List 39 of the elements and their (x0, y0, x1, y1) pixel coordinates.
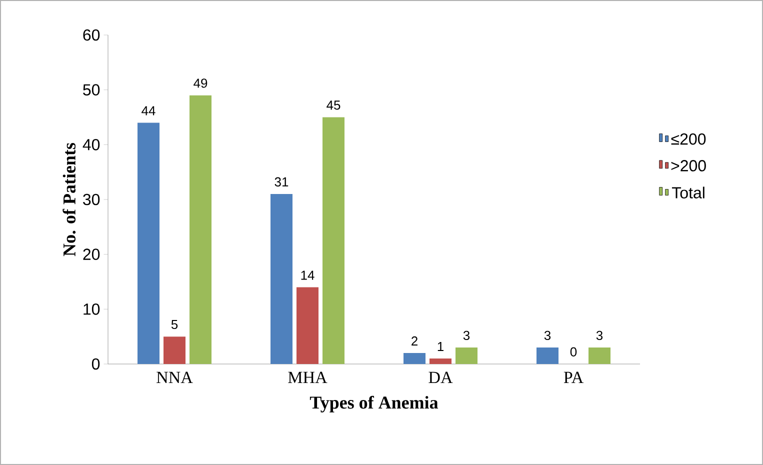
bar (430, 358, 452, 364)
y-tick-label: 0 (92, 358, 100, 370)
bar (588, 348, 611, 364)
x-tick-label: DA (428, 372, 453, 384)
y-axis-title: No. of Patients (62, 142, 76, 256)
data-label: 44 (142, 106, 156, 116)
y-tick-label: 40 (82, 139, 100, 150)
legend-label: ≤200 (671, 133, 706, 145)
data-label: 0 (570, 347, 577, 356)
bar (270, 194, 292, 364)
y-tick-label: 60 (83, 29, 100, 41)
data-label: 3 (596, 330, 603, 340)
bar (322, 117, 345, 364)
x-tick-label: MHA (288, 372, 328, 383)
y-tick-label: 30 (83, 194, 100, 206)
data-label: 3 (463, 330, 470, 340)
y-tick-label: 20 (83, 248, 100, 260)
legend-label: Total (672, 186, 704, 198)
data-label: 45 (326, 100, 340, 110)
legend-label: >200 (671, 160, 706, 172)
data-label: 2 (412, 336, 418, 346)
bar (190, 95, 212, 364)
y-tick-label: 10 (84, 304, 100, 315)
bar (138, 122, 160, 364)
bar (164, 336, 186, 364)
x-tick-label: NNA (156, 372, 193, 383)
data-label: 14 (301, 270, 314, 280)
x-tick-label: PA (564, 372, 584, 383)
bar (296, 287, 319, 364)
data-label: 5 (171, 320, 178, 330)
bar (404, 353, 426, 364)
y-tick-label: 50 (83, 84, 100, 96)
data-label: 49 (194, 78, 208, 88)
bar (456, 348, 478, 364)
data-label: 3 (544, 330, 551, 340)
x-axis-title: Types of Anemia (310, 396, 438, 412)
bar (536, 348, 559, 364)
data-label: 1 (438, 342, 444, 351)
data-label: 31 (274, 177, 288, 186)
